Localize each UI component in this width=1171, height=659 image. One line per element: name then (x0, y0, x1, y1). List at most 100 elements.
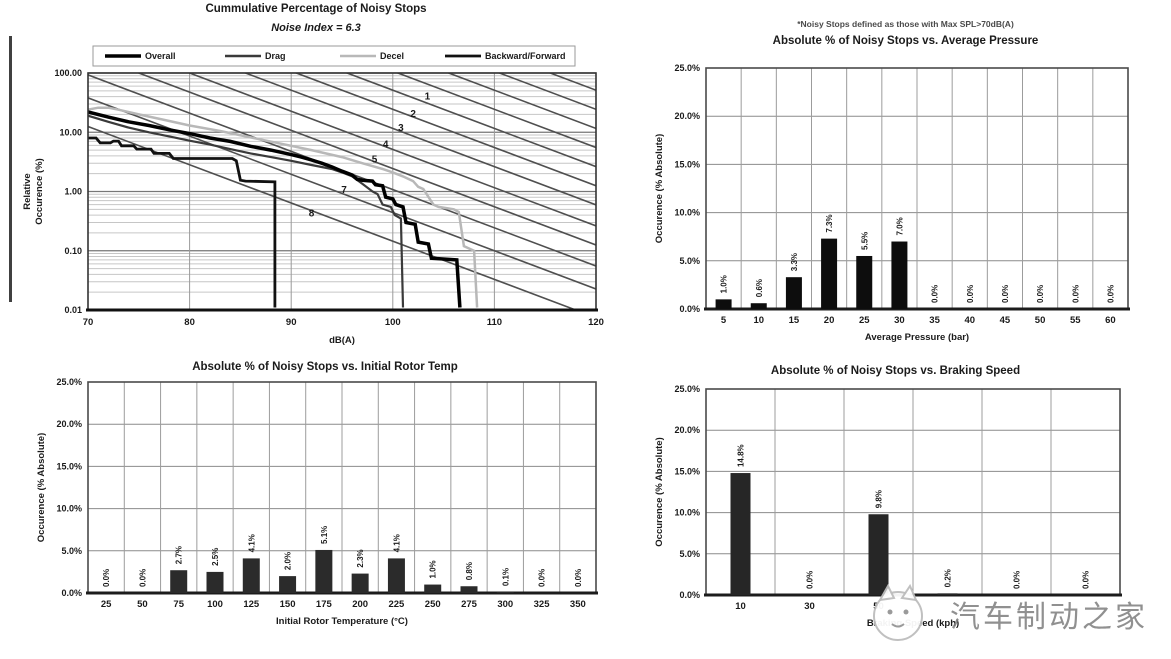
x-tick-label: 250 (425, 599, 441, 610)
chart-footnote: *Noisy Stops defined as those with Max S… (797, 19, 1014, 29)
bar-plot: 25.0% 20.0% 15.0% 10.0% 5.0% 0.0% 0.0% 25 0.0% 50… (30, 377, 620, 659)
rotor-plot-svg: 25.0% 20.0% 15.0% 10.0% 5.0% 0.0% 0.0% 25 0.0% 50… (36, 377, 598, 627)
x-tick-label: 150 (280, 599, 296, 610)
y-tick-label: 25.0% (674, 384, 700, 394)
x-axis-title: Average Pressure (bar) (865, 332, 969, 343)
y-tick-label: 0.0% (61, 588, 82, 598)
bar-value-label: 4.1% (247, 534, 256, 552)
bar-value-label: 0.0% (1013, 571, 1022, 589)
bar (730, 473, 751, 595)
bar (387, 558, 405, 593)
y-tick-label: 10.0% (56, 504, 82, 514)
bar-value-label: 3.3% (790, 253, 799, 271)
bar-value-label: 0.0% (1082, 571, 1091, 589)
x-axis-title: dB(A) (329, 335, 355, 346)
bar (891, 241, 908, 309)
y-tick-label: 5.0% (679, 256, 700, 266)
bar-value-label: 0.0% (931, 285, 940, 303)
bar-value-label: 0.0% (1036, 285, 1045, 303)
legend-label: Drag (265, 51, 286, 61)
x-tick-label: 225 (388, 599, 405, 610)
bar-value-label: 0.6% (755, 279, 764, 297)
bar-value-label: 0.0% (574, 569, 583, 587)
x-tick-label: 15 (789, 315, 800, 326)
chart-title: Absolute % of Noisy Stops vs. Average Pr… (772, 35, 1039, 47)
bar (496, 592, 514, 593)
reference-line-label: 5 (372, 154, 378, 165)
reference-line (243, 73, 596, 206)
x-tick-label: 10 (735, 601, 746, 612)
chart-title: Absolute % of Noisy Stops vs. Initial Ro… (192, 361, 458, 373)
bar-value-label: 2.5% (211, 548, 220, 566)
chart-pressure: *Noisy Stops defined as those with Max S… (640, 18, 1171, 354)
x-tick-label: 60 (1105, 315, 1116, 326)
y-tick-label: 100.00 (54, 68, 82, 78)
y-tick-label: 0.10 (64, 246, 82, 256)
reference-line-label: 2 (410, 109, 416, 120)
curve-drag (88, 114, 405, 308)
curve-backward-forward (88, 136, 277, 308)
x-tick-label: 80 (184, 317, 195, 328)
bar (206, 571, 224, 593)
bar-value-label: 5.5% (860, 232, 869, 250)
bar (351, 573, 369, 593)
x-tick-label: 5 (721, 315, 727, 326)
reference-line-label: 1 (425, 91, 431, 102)
x-tick-label: 75 (173, 599, 184, 610)
chart-title: Absolute % of Noisy Stops vs. Braking Sp… (770, 365, 1021, 377)
chart-subtitle: Noise Index = 6.3 (271, 22, 361, 34)
x-tick-label: 50 (137, 599, 148, 610)
bar-value-label: 1.0% (720, 275, 729, 293)
x-tick-label: 45 (1000, 315, 1011, 326)
bar (715, 299, 732, 309)
bar-value-label: 5.1% (320, 526, 329, 544)
reference-line (136, 73, 596, 246)
x-tick-label: 200 (352, 599, 368, 610)
bar (170, 570, 188, 593)
x-tick-label: 50 (1035, 315, 1046, 326)
bar-value-label: 0.1% (501, 568, 510, 586)
x-tick-label: 125 (243, 599, 260, 610)
scan-edge-artifact (9, 36, 12, 302)
x-tick-label: 30 (804, 601, 815, 612)
reference-line (344, 73, 596, 168)
bar (937, 593, 958, 595)
bar-value-label: 14.8% (737, 444, 746, 467)
bar (821, 238, 838, 309)
reference-line (294, 73, 596, 187)
x-tick-label: 35 (929, 315, 940, 326)
reference-line-label: 8 (309, 208, 315, 219)
x-tick-label: 100 (207, 599, 223, 610)
y-tick-label: 15.0% (674, 466, 700, 476)
bar-plot: 25.0% 20.0% 15.0% 10.0% 5.0% 0.0% 1.0% 5 0.6% 10 3… (640, 52, 1171, 357)
bar-value-label: 2.7% (175, 546, 184, 564)
bar-value-label: 0.0% (806, 571, 815, 589)
x-axis-title: Initial Rotor Temperature (°C) (276, 616, 408, 627)
x-axis-title: Braking Speed (kph) (867, 618, 959, 629)
chart-title: Cummulative Percentage of Noisy Stops (205, 3, 427, 15)
bar-value-label: 0.0% (1001, 285, 1010, 303)
bar-value-label: 0.2% (944, 569, 953, 587)
bar (279, 576, 297, 593)
bar (856, 255, 873, 309)
y-tick-label: 20.0% (674, 425, 700, 435)
x-tick-label: 30 (894, 315, 905, 326)
chart-rotor-temp: Absolute % of Noisy Stops vs. Initial Ro… (30, 358, 620, 654)
x-tick-label: 110 (487, 317, 502, 328)
reference-line (88, 96, 596, 290)
legend-label: Overall (145, 51, 176, 61)
y-tick-label: 10.0% (674, 208, 700, 218)
y-tick-label: 0.0% (679, 304, 700, 314)
bar-value-label: 0.0% (138, 569, 147, 587)
y-axis-title: Occurence (% Absolute) (36, 433, 47, 542)
bar-value-label: 7.3% (825, 214, 834, 232)
bar-value-label: 4.1% (392, 534, 401, 552)
bar (785, 277, 802, 309)
x-tick-label: 40 (964, 315, 975, 326)
bar-value-label: 2.0% (284, 552, 293, 570)
x-tick-label: 175 (316, 599, 333, 610)
x-tick-label: 25 (859, 315, 870, 326)
bar (424, 584, 442, 593)
y-tick-label: 1.00 (64, 187, 82, 197)
legend-label: Backward/Forward (485, 51, 566, 61)
